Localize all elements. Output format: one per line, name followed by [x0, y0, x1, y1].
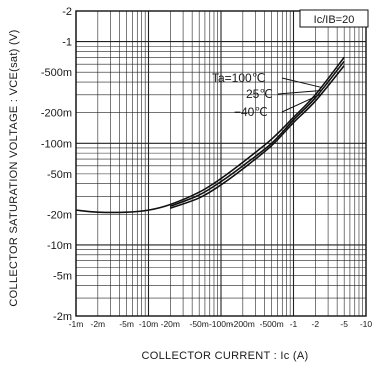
y-tick-label: -10m: [47, 240, 72, 252]
y-tick-label: -1: [62, 37, 72, 49]
series-25c-line: [170, 60, 345, 208]
y-tick-label: -500m: [41, 67, 72, 79]
x-tick-label: -2m: [91, 319, 106, 329]
x-tick-label: -2: [312, 319, 320, 329]
annotation-leaders: [277, 77, 322, 113]
plot-frame: [75, 10, 367, 317]
y-tick-label: -2: [62, 6, 72, 18]
annotation-leader-line: [281, 93, 322, 113]
annotation-ta100: Ta=100℃: [212, 71, 265, 85]
series-ta100-line: [75, 56, 345, 214]
y-tick-labels: -2 -1 -500m -200m -100m -50m -20m -10m -5m -2m: [41, 6, 72, 323]
annotation-minus40c: −40℃: [234, 105, 268, 119]
x-tick-labels: -1m -2m -5m -10m -20m -50m -100m-200m -500m -1 -2…: [69, 319, 373, 329]
x-tick-label: -50m: [189, 319, 208, 329]
x-tick-label: -1: [290, 319, 298, 329]
x-tick-label: -10m: [139, 319, 158, 329]
x-tick-label: -500m: [260, 319, 284, 329]
annotation-leader-line: [281, 77, 322, 88]
x-axis-label: COLLECTOR CURRENT : Ic (A): [142, 350, 309, 362]
y-tick-label: -50m: [47, 169, 72, 181]
grid: [75, 10, 366, 317]
x-tick-label: -100m: [209, 319, 233, 329]
x-tick-label: -20m: [161, 319, 180, 329]
y-tick-label: -100m: [41, 138, 72, 150]
y-axis-label: COLLECTOR SATURATION VOLTAGE : VCE(sat) …: [8, 29, 20, 306]
x-tick-label: -200m: [231, 319, 255, 329]
series-minus40c-line: [170, 65, 345, 209]
x-tick-label: -1m: [69, 319, 84, 329]
y-tick-label: -5m: [53, 271, 72, 283]
annotation-25c: 25℃: [246, 87, 273, 101]
condition-label: Ic/IB=20: [314, 14, 355, 26]
x-tick-label: -10: [360, 319, 373, 329]
series-group: [75, 56, 345, 214]
y-tick-label: -20m: [47, 209, 72, 221]
condition-box: [299, 9, 369, 28]
x-tick-label: -5m: [119, 319, 134, 329]
y-tick-label: -200m: [41, 108, 72, 120]
x-tick-label: -5: [340, 319, 348, 329]
annotation-leader-line: [277, 90, 322, 95]
y-tick-label: -2m: [53, 311, 72, 323]
